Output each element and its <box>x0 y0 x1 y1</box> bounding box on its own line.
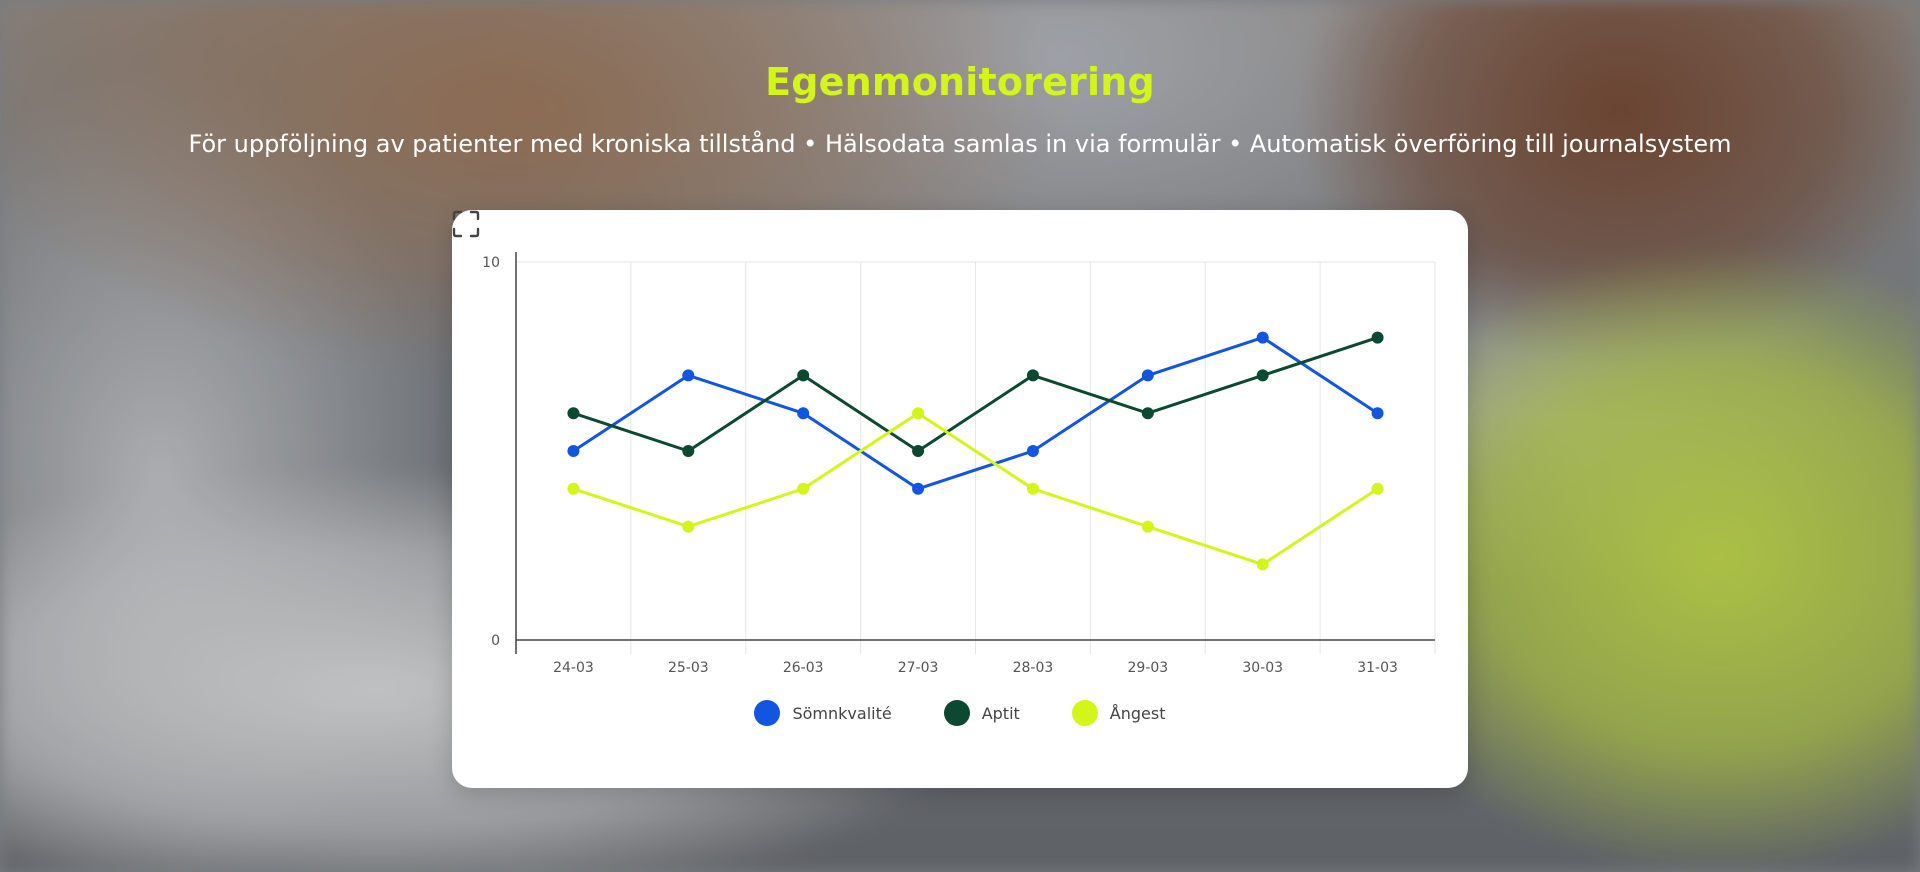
chart-tick-labels: 0 10 24-03 25-03 26-03 27-03 28-03 29-03 30-03 31… <box>482 255 1398 676</box>
series-1 <box>567 331 1384 495</box>
data-point <box>682 520 695 533</box>
data-point <box>1141 369 1154 382</box>
legend-label: Sömnkvalité <box>792 703 892 723</box>
chart-axes <box>515 252 1435 654</box>
x-tick-label: 29-03 <box>1127 660 1168 676</box>
data-point <box>1256 331 1269 344</box>
series-3 <box>567 407 1384 571</box>
x-tick-label: 27-03 <box>898 660 939 676</box>
data-point <box>912 407 925 420</box>
data-point <box>797 369 810 382</box>
page-subtitle: För uppföljning av patienter med kronisk… <box>188 130 1732 158</box>
x-tick-label: 31-03 <box>1357 660 1398 676</box>
data-point <box>1026 482 1039 495</box>
data-point <box>1141 520 1154 533</box>
data-point <box>1256 369 1269 382</box>
line-chart: 0 10 24-03 25-03 26-03 27-03 28-03 29-03 30-03 31… <box>482 252 1436 676</box>
series-2 <box>567 331 1384 457</box>
data-point <box>1026 369 1039 382</box>
data-point <box>912 445 925 457</box>
data-point <box>1256 558 1269 571</box>
data-point <box>1026 445 1039 457</box>
series-line <box>572 411 1379 566</box>
data-point <box>567 482 580 495</box>
series-line <box>572 336 1379 491</box>
legend-swatch <box>943 700 970 726</box>
x-tick-label: 25-03 <box>668 660 709 676</box>
chart-series <box>567 331 1384 571</box>
y-tick-label: 0 <box>491 633 500 649</box>
data-point <box>1371 331 1384 344</box>
data-point <box>1141 407 1154 420</box>
data-point <box>682 369 695 382</box>
y-tick-label: 10 <box>482 255 500 271</box>
legend-swatch <box>1071 700 1098 726</box>
legend-swatch <box>754 700 781 726</box>
fullscreen-icon[interactable] <box>452 210 480 238</box>
data-point <box>797 482 810 495</box>
chart-grid <box>516 261 1436 654</box>
x-tick-label: 24-03 <box>553 660 594 676</box>
data-point <box>797 407 810 420</box>
data-point <box>1371 407 1384 420</box>
data-point <box>912 482 925 495</box>
legend-label: Aptit <box>981 703 1020 723</box>
page-title: Egenmonitorering <box>765 60 1155 104</box>
x-tick-label: 30-03 <box>1242 660 1283 676</box>
legend-item[interactable]: Ångest <box>1071 700 1166 726</box>
series-line <box>572 336 1379 453</box>
x-tick-label: 26-03 <box>783 660 824 676</box>
data-point <box>567 407 580 420</box>
legend-item[interactable]: Aptit <box>943 700 1020 726</box>
x-tick-label: 28-03 <box>1013 660 1054 676</box>
legend-label: Ångest <box>1109 703 1166 723</box>
data-point <box>682 445 695 457</box>
data-point <box>567 445 580 457</box>
data-point <box>1371 482 1384 495</box>
legend-item[interactable]: Sömnkvalité <box>754 700 892 726</box>
chart-card: 0 10 24-03 25-03 26-03 27-03 28-03 29-03 30-03 31… <box>452 210 1468 788</box>
chart-legend: Sömnkvalité Aptit Ångest <box>452 700 1468 726</box>
